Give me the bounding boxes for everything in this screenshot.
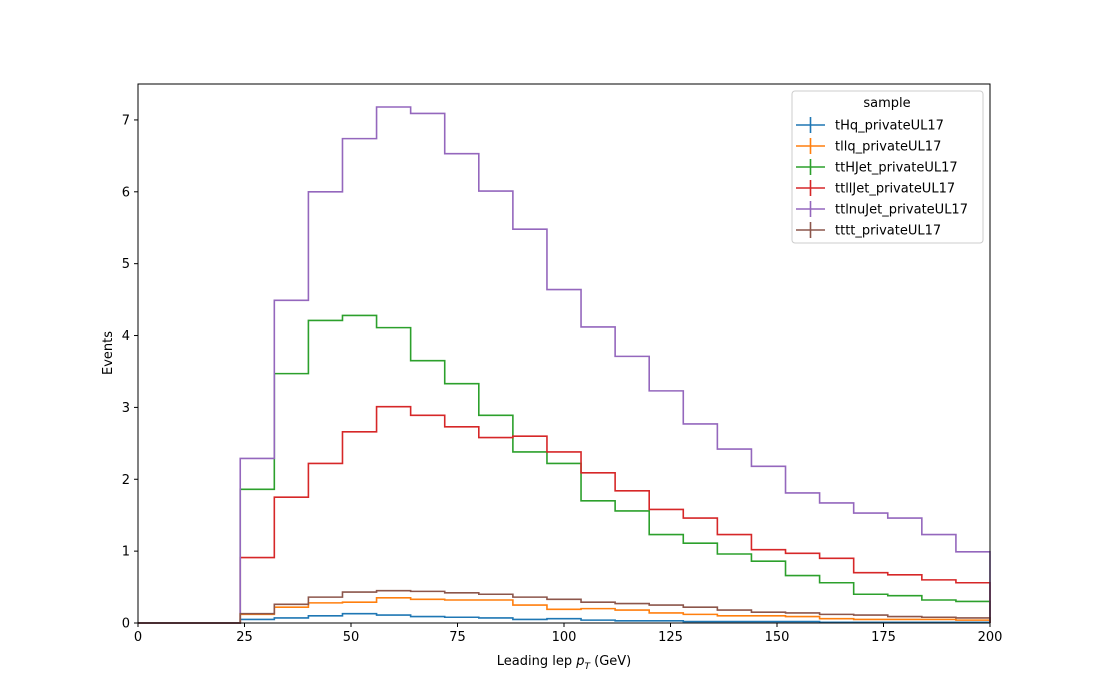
legend-item: tllq_privateUL17 [796, 138, 941, 155]
legend-item: ttlnuJet_privateUL17 [796, 201, 968, 218]
x-tick-label: 100 [552, 630, 577, 645]
legend-label: tllq_privateUL17 [835, 140, 941, 155]
y-axis: 0 1 2 3 4 5 6 7 [122, 113, 138, 632]
y-tick-label: 1 [122, 545, 130, 560]
legend-item: ttllJet_privateUL17 [796, 180, 955, 197]
legend-item: ttHJet_privateUL17 [796, 159, 958, 176]
y-tick-label: 2 [122, 473, 130, 488]
x-axis-label: Leading lep pT (GeV) [497, 654, 631, 672]
series-layer [138, 106, 991, 624]
series-step-line [138, 106, 991, 624]
legend-title: sample [863, 96, 910, 111]
y-tick-label: 3 [122, 401, 130, 416]
y-tick-label: 6 [122, 185, 130, 200]
x-tick-label: 75 [449, 630, 466, 645]
x-tick-label: 0 [134, 630, 142, 645]
series-step-line [138, 597, 991, 624]
y-tick-label: 0 [122, 617, 130, 632]
x-tick-label: 25 [236, 630, 253, 645]
x-tick-label: 200 [978, 630, 1003, 645]
series-step-line [138, 612, 991, 624]
series-step-line [138, 314, 991, 624]
y-axis-label: Events [101, 331, 116, 375]
legend-label: tHq_privateUL17 [835, 119, 944, 134]
x-tick-label: 50 [343, 630, 360, 645]
x-tick-label: 125 [658, 630, 683, 645]
legend-label: ttHJet_privateUL17 [835, 161, 958, 176]
x-axis: 0 25 50 75 100 125 150 175 200 [134, 623, 1003, 645]
legend-item: tttt_privateUL17 [796, 222, 941, 239]
legend-item: tHq_privateUL17 [796, 117, 944, 134]
y-tick-label: 4 [122, 329, 130, 344]
y-tick-label: 5 [122, 257, 130, 272]
legend-items: tHq_privateUL17 tllq_privateUL17 ttHJet_pr… [796, 117, 968, 239]
series-step-line [138, 589, 991, 624]
x-tick-label: 175 [871, 630, 896, 645]
legend-label: tttt_privateUL17 [835, 224, 941, 239]
x-tick-label: 150 [765, 630, 790, 645]
y-tick-label: 7 [122, 113, 130, 128]
legend-label: ttllJet_privateUL17 [835, 182, 955, 197]
legend-label: ttlnuJet_privateUL17 [835, 203, 968, 218]
series-step-line [138, 405, 991, 624]
legend: sample tHq_privateUL17 tllq_privateUL17tt… [791, 90, 984, 244]
legend-box [791, 90, 984, 244]
